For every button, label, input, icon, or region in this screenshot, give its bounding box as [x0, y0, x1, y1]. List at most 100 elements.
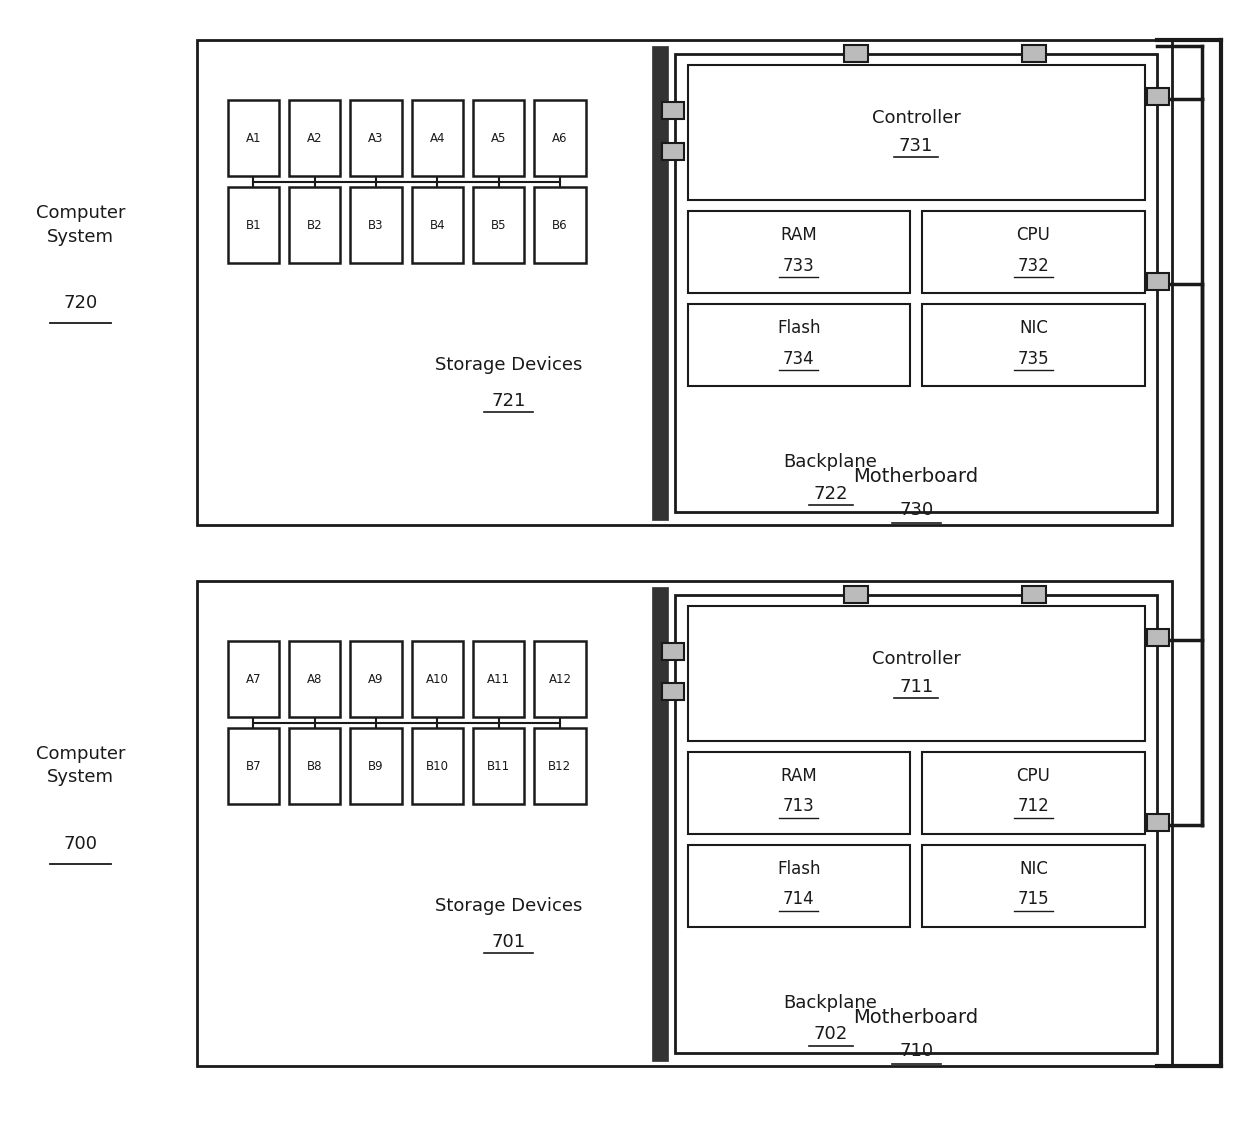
Bar	[1147, 273, 1169, 290]
Text: B11: B11	[487, 760, 510, 772]
Text: A8: A8	[308, 673, 322, 685]
Text: B12: B12	[548, 760, 572, 772]
Bar	[652, 46, 668, 519]
Bar	[923, 752, 1145, 834]
Text: 735: 735	[1018, 350, 1049, 368]
Bar	[688, 304, 910, 386]
Text: A4: A4	[429, 132, 445, 145]
Text: A6: A6	[552, 132, 568, 145]
Bar	[289, 187, 341, 263]
Text: B8: B8	[308, 760, 322, 772]
Bar	[676, 595, 1157, 1053]
Bar	[472, 100, 525, 176]
Bar	[228, 100, 279, 176]
Text: 731: 731	[899, 137, 934, 155]
Bar	[350, 187, 402, 263]
Bar	[844, 586, 868, 603]
Bar	[472, 187, 525, 263]
Text: 730: 730	[899, 501, 934, 519]
Text: A2: A2	[308, 132, 322, 145]
Bar	[289, 100, 341, 176]
Bar	[923, 211, 1145, 294]
Bar	[662, 642, 684, 659]
Text: A11: A11	[487, 673, 510, 685]
Bar	[1147, 629, 1169, 646]
Text: 715: 715	[1018, 891, 1049, 909]
Text: Controller: Controller	[872, 650, 961, 668]
Text: CPU: CPU	[1017, 227, 1050, 245]
Bar	[662, 683, 684, 700]
Bar	[1147, 814, 1169, 831]
Bar	[350, 728, 402, 804]
Bar	[350, 100, 402, 176]
Text: Storage Devices: Storage Devices	[435, 898, 583, 916]
Bar	[688, 752, 910, 834]
Bar	[534, 728, 585, 804]
Bar	[688, 846, 910, 927]
Bar	[534, 100, 585, 176]
Text: Backplane: Backplane	[784, 454, 878, 472]
Bar	[688, 65, 1145, 200]
Text: 714: 714	[782, 891, 815, 909]
Text: B2: B2	[306, 219, 322, 231]
Text: Controller: Controller	[872, 110, 961, 128]
Bar	[472, 641, 525, 717]
Text: NIC: NIC	[1019, 320, 1048, 338]
Bar	[1022, 45, 1047, 62]
Text: 732: 732	[1018, 256, 1049, 274]
Bar	[228, 187, 279, 263]
Text: 711: 711	[899, 677, 934, 695]
Text: B3: B3	[368, 219, 383, 231]
Bar	[534, 641, 585, 717]
Text: Flash: Flash	[777, 320, 821, 338]
Text: 722: 722	[813, 484, 848, 502]
Text: A7: A7	[246, 673, 262, 685]
Text: 712: 712	[1018, 797, 1049, 815]
Bar	[228, 728, 279, 804]
Text: 721: 721	[492, 392, 526, 410]
Text: B10: B10	[425, 760, 449, 772]
Text: B4: B4	[429, 219, 445, 231]
Text: Motherboard: Motherboard	[853, 467, 978, 487]
Text: B9: B9	[368, 760, 384, 772]
Text: NIC: NIC	[1019, 860, 1048, 878]
Text: Storage Devices: Storage Devices	[435, 357, 583, 375]
Bar	[412, 728, 463, 804]
Text: A9: A9	[368, 673, 383, 685]
Bar	[923, 304, 1145, 386]
Text: 720: 720	[63, 294, 98, 312]
Bar	[1147, 88, 1169, 105]
Bar	[412, 100, 463, 176]
Text: A12: A12	[548, 673, 572, 685]
Text: A5: A5	[491, 132, 506, 145]
Text: CPU: CPU	[1017, 768, 1050, 786]
Text: 702: 702	[813, 1025, 848, 1043]
Text: RAM: RAM	[780, 768, 817, 786]
Bar	[289, 641, 341, 717]
Text: Flash: Flash	[777, 860, 821, 878]
Bar	[534, 187, 585, 263]
Bar	[688, 606, 1145, 741]
Text: B6: B6	[552, 219, 568, 231]
Text: Motherboard: Motherboard	[853, 1008, 978, 1027]
Bar	[197, 41, 1172, 525]
Text: Backplane: Backplane	[784, 995, 878, 1013]
Bar	[350, 641, 402, 717]
Bar	[676, 54, 1157, 513]
Bar	[844, 45, 868, 62]
Text: 710: 710	[899, 1042, 934, 1060]
Bar	[289, 728, 341, 804]
Text: 733: 733	[782, 256, 815, 274]
Bar	[688, 211, 910, 294]
Text: A10: A10	[425, 673, 449, 685]
Bar	[412, 641, 463, 717]
Text: 734: 734	[782, 350, 815, 368]
Bar	[662, 142, 684, 159]
Text: Computer
System: Computer System	[36, 204, 125, 245]
Bar	[412, 187, 463, 263]
Bar	[923, 846, 1145, 927]
Bar	[662, 102, 684, 119]
Text: RAM: RAM	[780, 227, 817, 245]
Text: B7: B7	[246, 760, 262, 772]
Bar	[472, 728, 525, 804]
